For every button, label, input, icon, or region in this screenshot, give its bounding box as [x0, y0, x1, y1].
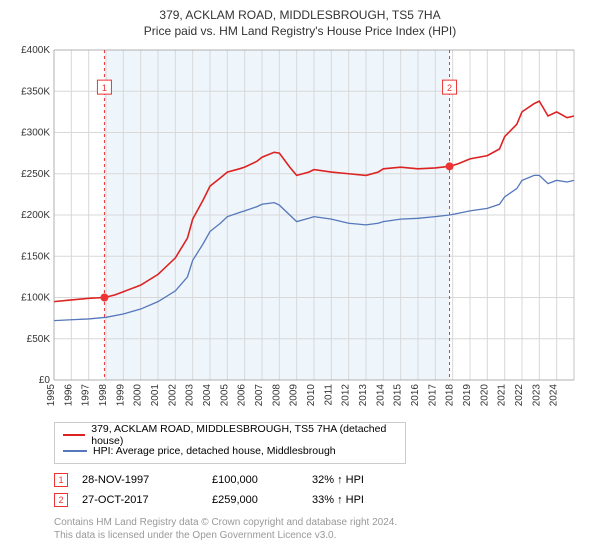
- svg-text:2006: 2006: [237, 384, 248, 407]
- svg-text:2005: 2005: [219, 384, 230, 407]
- legend: 379, ACKLAM ROAD, MIDDLESBROUGH, TS5 7HA…: [54, 422, 406, 464]
- chart-plot: £0£50K£100K£150K£200K£250K£300K£350K£400…: [12, 46, 582, 416]
- svg-text:1996: 1996: [63, 384, 74, 407]
- svg-text:2012: 2012: [341, 384, 352, 407]
- svg-text:2011: 2011: [323, 384, 334, 406]
- svg-text:£100K: £100K: [21, 293, 50, 304]
- svg-text:2010: 2010: [306, 384, 317, 407]
- svg-text:1999: 1999: [115, 384, 126, 407]
- svg-text:2017: 2017: [427, 384, 438, 407]
- marker-badge: 1: [54, 473, 68, 487]
- marker-price: £259,000: [212, 494, 312, 506]
- svg-text:2004: 2004: [202, 384, 213, 407]
- svg-text:2016: 2016: [410, 384, 421, 407]
- svg-text:2000: 2000: [133, 384, 144, 407]
- svg-text:2014: 2014: [375, 384, 386, 407]
- marker-date: 28-NOV-1997: [82, 474, 212, 486]
- svg-text:2013: 2013: [358, 384, 369, 407]
- marker-pct: 32% ↑ HPI: [312, 474, 422, 486]
- marker-row: 1 28-NOV-1997 £100,000 32% ↑ HPI: [54, 470, 588, 490]
- svg-text:2009: 2009: [289, 384, 300, 407]
- svg-text:£350K: £350K: [21, 86, 50, 97]
- svg-text:2002: 2002: [167, 384, 178, 407]
- svg-text:£300K: £300K: [21, 128, 50, 139]
- svg-text:2: 2: [447, 83, 452, 93]
- footnote: Contains HM Land Registry data © Crown c…: [54, 516, 588, 542]
- svg-text:£150K: £150K: [21, 251, 50, 262]
- legend-swatch: [63, 434, 85, 436]
- svg-text:2015: 2015: [393, 384, 404, 407]
- footnote-line: This data is licensed under the Open Gov…: [54, 529, 588, 542]
- svg-text:2008: 2008: [271, 384, 282, 407]
- svg-text:2022: 2022: [514, 384, 525, 407]
- svg-text:1995: 1995: [46, 384, 57, 407]
- marker-pct: 33% ↑ HPI: [312, 494, 422, 506]
- svg-text:1998: 1998: [98, 384, 109, 407]
- svg-text:1: 1: [102, 83, 107, 93]
- svg-text:2003: 2003: [185, 384, 196, 407]
- legend-label: HPI: Average price, detached house, Midd…: [93, 445, 336, 457]
- svg-text:2021: 2021: [497, 384, 508, 407]
- svg-text:£200K: £200K: [21, 210, 50, 221]
- footnote-line: Contains HM Land Registry data © Crown c…: [54, 516, 588, 529]
- marker-price: £100,000: [212, 474, 312, 486]
- legend-label: 379, ACKLAM ROAD, MIDDLESBROUGH, TS5 7HA…: [91, 423, 397, 447]
- svg-text:2001: 2001: [150, 384, 161, 407]
- svg-text:2024: 2024: [549, 384, 560, 407]
- chart-title: 379, ACKLAM ROAD, MIDDLESBROUGH, TS5 7HA: [12, 8, 588, 22]
- marker-badge: 2: [54, 493, 68, 507]
- svg-text:2023: 2023: [531, 384, 542, 407]
- marker-table: 1 28-NOV-1997 £100,000 32% ↑ HPI 2 27-OC…: [54, 470, 588, 510]
- svg-text:2007: 2007: [254, 384, 265, 407]
- svg-text:2018: 2018: [445, 384, 456, 407]
- marker-date: 27-OCT-2017: [82, 494, 212, 506]
- svg-text:1997: 1997: [81, 384, 92, 407]
- svg-text:£400K: £400K: [21, 46, 50, 56]
- legend-swatch: [63, 450, 87, 452]
- chart-subtitle: Price paid vs. HM Land Registry's House …: [12, 24, 588, 38]
- marker-row: 2 27-OCT-2017 £259,000 33% ↑ HPI: [54, 490, 588, 510]
- legend-item: 379, ACKLAM ROAD, MIDDLESBROUGH, TS5 7HA…: [63, 427, 397, 443]
- svg-text:£50K: £50K: [27, 334, 51, 345]
- svg-text:2020: 2020: [479, 384, 490, 407]
- svg-text:2019: 2019: [462, 384, 473, 407]
- svg-text:£250K: £250K: [21, 169, 50, 180]
